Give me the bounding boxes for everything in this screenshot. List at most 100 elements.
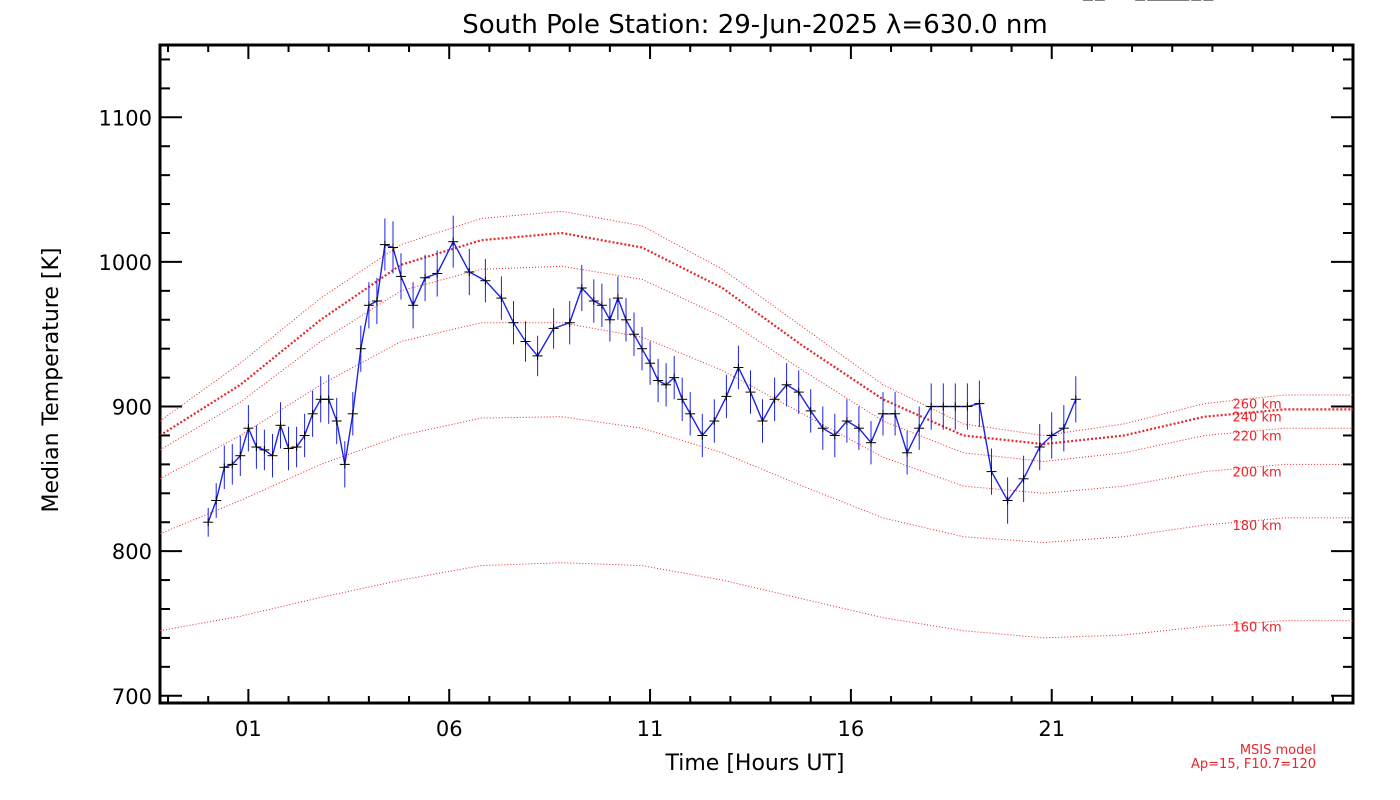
data-point bbox=[1070, 395, 1081, 404]
data-point bbox=[267, 451, 278, 460]
data-point bbox=[396, 272, 406, 281]
model-curve-240-km bbox=[159, 231, 1353, 446]
data-point bbox=[448, 237, 459, 246]
data-point bbox=[227, 460, 238, 469]
data-point bbox=[685, 409, 696, 418]
data-point bbox=[203, 518, 214, 527]
data-point bbox=[355, 344, 366, 353]
data-point bbox=[709, 417, 720, 425]
x-tick-label: 21 bbox=[1038, 717, 1065, 741]
data-point bbox=[235, 451, 246, 460]
data-point bbox=[793, 388, 804, 397]
model-curve-260-km bbox=[159, 210, 1353, 437]
x-axis-label: Time [Hours UT] bbox=[665, 751, 845, 776]
data-point bbox=[251, 443, 262, 451]
data-point bbox=[283, 444, 294, 453]
data-point bbox=[914, 424, 925, 433]
data-point bbox=[432, 269, 443, 278]
data-point bbox=[829, 431, 840, 440]
data-point bbox=[1058, 424, 1069, 433]
data-point bbox=[902, 448, 913, 457]
data-point bbox=[588, 297, 599, 305]
data-point bbox=[604, 315, 615, 324]
x-tick-label: 16 bbox=[838, 717, 865, 741]
data-point bbox=[637, 344, 647, 353]
y-axis-label: Median Temperature [K] bbox=[39, 248, 64, 513]
data-point bbox=[757, 417, 768, 425]
data-point bbox=[596, 301, 607, 310]
data-point bbox=[379, 240, 390, 249]
data-point bbox=[347, 409, 358, 418]
data-point bbox=[890, 409, 901, 418]
data-point bbox=[291, 443, 302, 451]
data-point bbox=[878, 409, 888, 418]
data-point bbox=[645, 359, 656, 368]
data-point bbox=[307, 409, 318, 418]
y-ticks: 700 800 900 1000 1100 bbox=[99, 58, 1353, 709]
data-point bbox=[408, 301, 419, 310]
data-point bbox=[669, 373, 680, 382]
data-point bbox=[508, 318, 519, 327]
data-point bbox=[721, 392, 732, 401]
model-label-200-km: 200 km bbox=[1233, 466, 1282, 481]
data-point bbox=[420, 273, 431, 282]
data-point bbox=[564, 318, 575, 327]
temperature-line bbox=[207, 240, 1077, 523]
data-point bbox=[612, 294, 623, 303]
msis-note-line-2: Ap=15, F10.7=120 bbox=[1191, 757, 1316, 772]
model-label-260-km: 260 km bbox=[1233, 398, 1282, 413]
data-point bbox=[677, 395, 688, 404]
data-point bbox=[962, 402, 973, 411]
data-point bbox=[805, 406, 816, 415]
data-point bbox=[986, 467, 997, 476]
data-point bbox=[1046, 431, 1057, 440]
model-label-180-km: 180 km bbox=[1233, 519, 1282, 534]
data-point bbox=[926, 402, 937, 411]
model-label-220-km: 220 km bbox=[1233, 430, 1282, 445]
data-point bbox=[938, 402, 949, 411]
data-point bbox=[697, 431, 708, 440]
data-point bbox=[339, 460, 350, 469]
model-curve-160-km bbox=[159, 562, 1353, 639]
data-point bbox=[621, 315, 631, 324]
data-point bbox=[1002, 496, 1013, 505]
data-point bbox=[950, 402, 961, 411]
data-point bbox=[520, 337, 531, 346]
data-point bbox=[817, 424, 828, 433]
x-tick-label: 06 bbox=[436, 717, 463, 741]
data-point bbox=[275, 421, 286, 430]
y-tick-label: 800 bbox=[112, 540, 152, 564]
x-ticks: 01 06 11 16 21 bbox=[167, 45, 1334, 741]
data-point bbox=[532, 351, 543, 360]
data-point bbox=[219, 463, 230, 472]
data-point bbox=[363, 301, 374, 310]
data-point bbox=[769, 395, 780, 404]
data-point bbox=[496, 294, 507, 303]
data-point bbox=[653, 376, 664, 385]
data-point bbox=[259, 445, 270, 454]
data-point bbox=[548, 324, 559, 333]
data-point bbox=[299, 431, 310, 440]
data-point bbox=[781, 380, 792, 389]
model-label-240-km: 240 km bbox=[1233, 411, 1282, 426]
data-point bbox=[388, 243, 398, 252]
data-point bbox=[853, 424, 864, 433]
data-point bbox=[745, 388, 756, 397]
data-point bbox=[1018, 474, 1029, 483]
chart-title: South Pole Station: 29-Jun-2025 λ=630.0 … bbox=[462, 10, 1047, 40]
data-point bbox=[661, 380, 672, 389]
data-point bbox=[464, 268, 475, 276]
y-tick-label: 1100 bbox=[99, 106, 152, 130]
x-tick-label: 01 bbox=[235, 717, 262, 741]
y-tick-label: 900 bbox=[112, 396, 152, 420]
data-point bbox=[733, 363, 744, 372]
msis-note-line-1: MSIS model bbox=[1240, 743, 1316, 758]
plot-frame bbox=[158, 43, 1355, 705]
data-point bbox=[866, 438, 876, 447]
data-point bbox=[1034, 443, 1045, 451]
measurement-series bbox=[203, 0, 1214, 537]
data-point bbox=[331, 417, 342, 425]
y-tick-label: 1000 bbox=[99, 251, 152, 275]
